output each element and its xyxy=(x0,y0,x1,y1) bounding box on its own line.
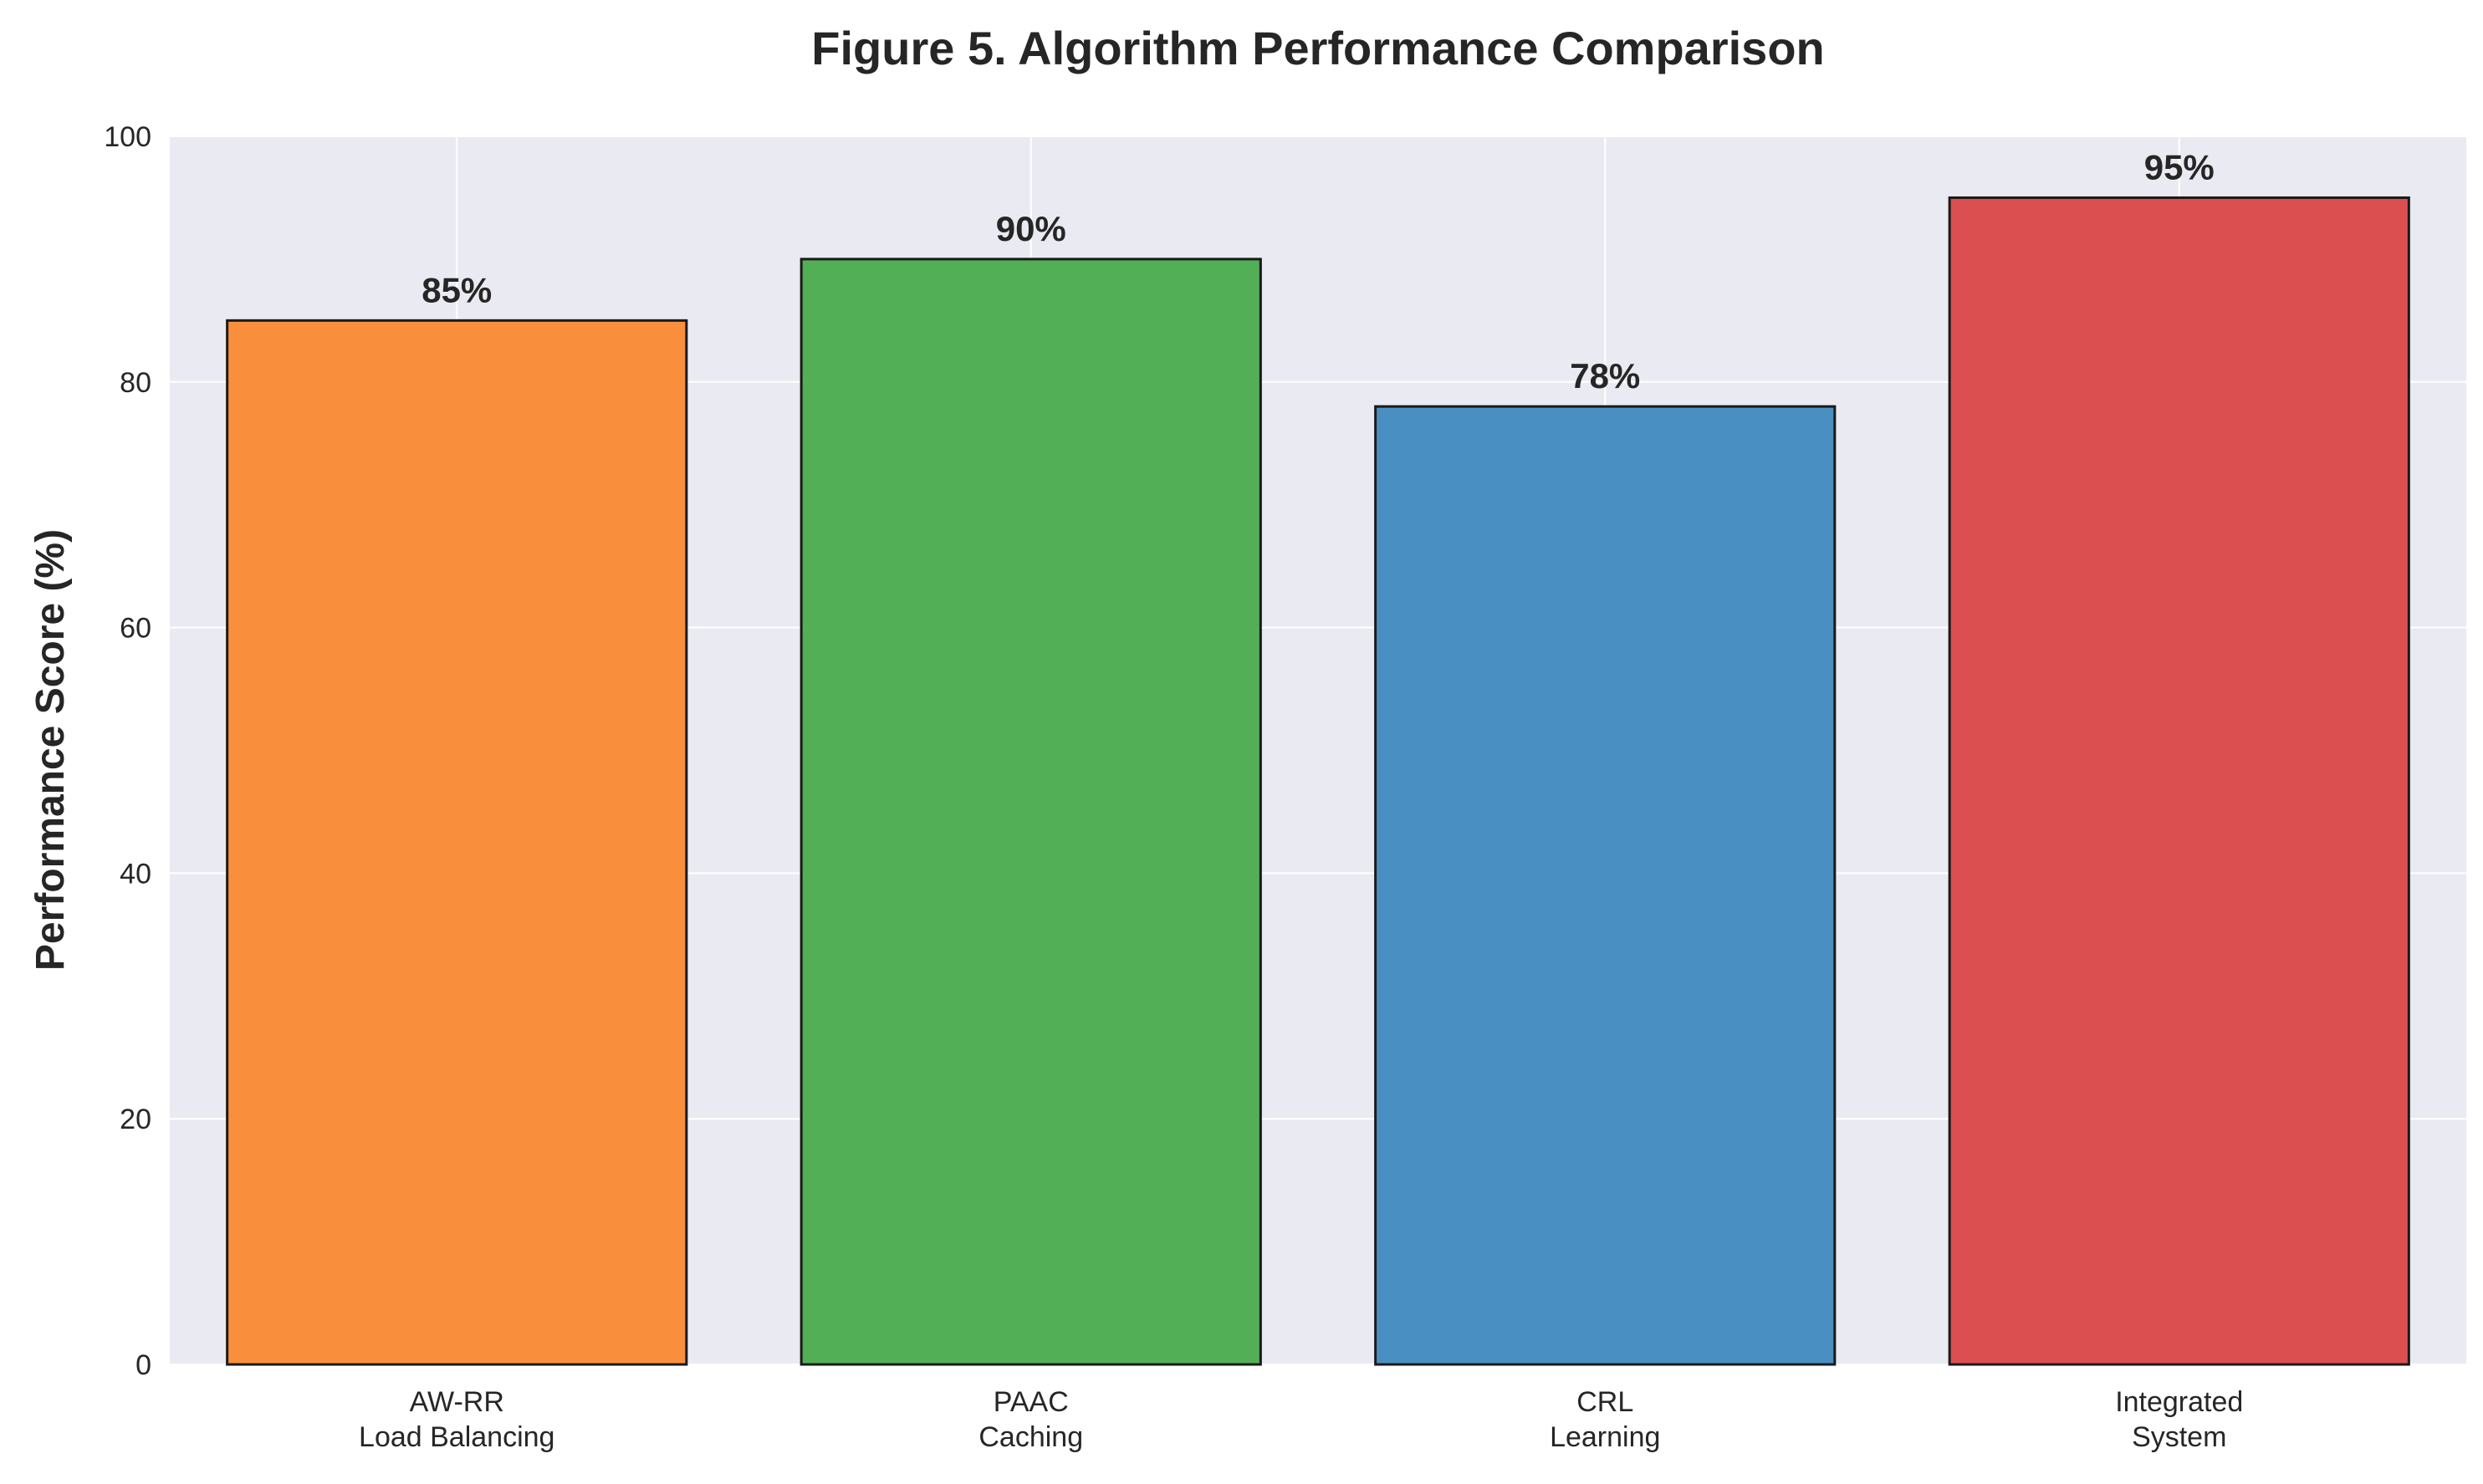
bar-value-label: 85% xyxy=(421,270,492,309)
x-tick-label: CRL Learning xyxy=(1550,1386,1660,1453)
data-labels: 85% 90% 78% 95% xyxy=(421,147,2215,395)
y-tick-label: 40 xyxy=(120,858,151,890)
y-tick-label: 20 xyxy=(120,1104,151,1135)
y-axis-ticks: 0 20 40 60 80 100 xyxy=(104,121,151,1381)
bar-value-label: 95% xyxy=(2144,147,2215,186)
y-tick-label: 60 xyxy=(120,613,151,645)
x-axis-ticks: AW-RR Load Balancing PAAC Caching CRL Learnin… xyxy=(359,1386,2243,1453)
chart-title: Figure 5. Algorithm Performance Comparis… xyxy=(811,22,1824,74)
bar xyxy=(1374,405,1837,1366)
y-tick-label: 0 xyxy=(135,1349,151,1381)
x-tick-label: AW-RR Load Balancing xyxy=(359,1386,554,1453)
bar xyxy=(226,319,688,1366)
bar xyxy=(800,258,1262,1366)
bar-value-label: 78% xyxy=(1570,356,1640,395)
y-axis-label: Performance Score (%) xyxy=(28,529,73,971)
bar xyxy=(1948,196,2410,1366)
y-tick-label: 80 xyxy=(120,367,151,399)
x-tick-label: Integrated System xyxy=(2115,1386,2243,1453)
bar-value-label: 90% xyxy=(996,209,1066,248)
y-tick-label: 100 xyxy=(104,121,151,153)
bars xyxy=(226,196,2410,1366)
x-tick-label: PAAC Caching xyxy=(978,1386,1083,1453)
